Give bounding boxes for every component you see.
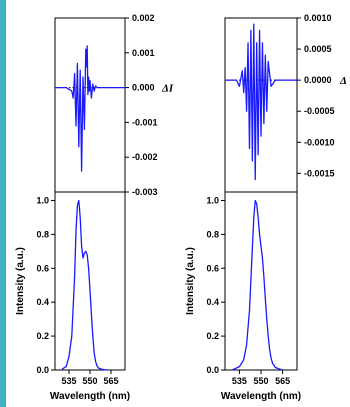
left-top-ytick-label: -0.002 <box>132 152 158 162</box>
right-bottom-xlabel: Wavelength (nm) <box>221 391 301 402</box>
left-bottom-xtick-label: 565 <box>103 376 118 386</box>
right-bottom-ylabel: Intensity (a.u.) <box>185 247 196 315</box>
right-top-ytick-label: 0.0000 <box>304 75 332 85</box>
left-top-ytick-label: -0.001 <box>132 117 158 127</box>
left-bottom-ytick-label: 0.8 <box>36 229 49 239</box>
right-top-ytick-label: 0.0010 <box>304 13 332 23</box>
right-top-ytick-label: 0.0005 <box>304 44 332 54</box>
right-bottom-ytick-label: 0.0 <box>206 365 219 375</box>
left-bottom-ytick-label: 0.2 <box>36 331 49 341</box>
right-bottom-frame <box>224 191 298 371</box>
right-top-ytick-label: -0.0015 <box>304 168 335 178</box>
left-top-ytick-label: 0.001 <box>132 48 155 58</box>
right-bottom-ytick-label: 1.0 <box>206 195 219 205</box>
left-top-delta-label: ΔI <box>161 83 174 95</box>
right-top-delta-label: Δ <box>339 75 347 87</box>
left-bottom-ytick-label: 0.6 <box>36 263 49 273</box>
right-top-ytick-label: -0.0010 <box>304 137 335 147</box>
left-bottom-ylabel: Intensity (a.u.) <box>15 247 26 315</box>
left-bottom-series-line <box>61 199 109 371</box>
right-bottom-xtick-label: 535 <box>232 376 247 386</box>
left-bottom-xlabel: Wavelength (nm) <box>50 391 130 402</box>
left-bottom-ytick-label: 1.0 <box>36 195 49 205</box>
left-border-strip <box>0 0 6 407</box>
left-top-ytick-label: 0.002 <box>132 13 155 23</box>
right-top-ytick-label: -0.0005 <box>304 106 335 116</box>
left-bottom-xtick-label: 535 <box>61 376 76 386</box>
right-bottom-series-line <box>231 199 283 371</box>
right-bottom-xtick-label: 565 <box>275 376 290 386</box>
left-bottom-ytick-label: 0.4 <box>36 297 49 307</box>
right-bottom-ytick-label: 0.8 <box>206 229 219 239</box>
left-top-panel: 0.002 0.001 0.000 -0.001 -0.002 -0.003 ΔI <box>54 13 174 197</box>
right-bottom-ytick-label: 0.2 <box>206 331 219 341</box>
left-bottom-xtick-label: 550 <box>82 376 97 386</box>
left-top-series-line <box>55 45 125 172</box>
left-bottom-panel: 1.0 0.8 0.6 0.4 0.2 0.0 535 550 565 Intensity (a.… <box>15 191 130 402</box>
right-bottom-panel: 1.0 0.8 0.6 0.4 0.2 0.0 535 550 565 Intensity (a.… <box>185 191 301 402</box>
left-bottom-ytick-label: 0.0 <box>36 365 49 375</box>
left-top-ytick-label: 0.000 <box>132 83 155 93</box>
left-top-frame <box>54 17 126 193</box>
left-top-ytick-label: -0.003 <box>132 187 158 197</box>
right-bottom-ytick-label: 0.4 <box>206 297 219 307</box>
right-bottom-xtick-label: 550 <box>253 376 268 386</box>
right-top-panel: 0.0010 0.0005 0.0000 -0.0005 -0.0010 -0.0015 Δ <box>224 13 347 193</box>
right-top-series-line <box>225 23 297 181</box>
right-bottom-ytick-label: 0.6 <box>206 263 219 273</box>
